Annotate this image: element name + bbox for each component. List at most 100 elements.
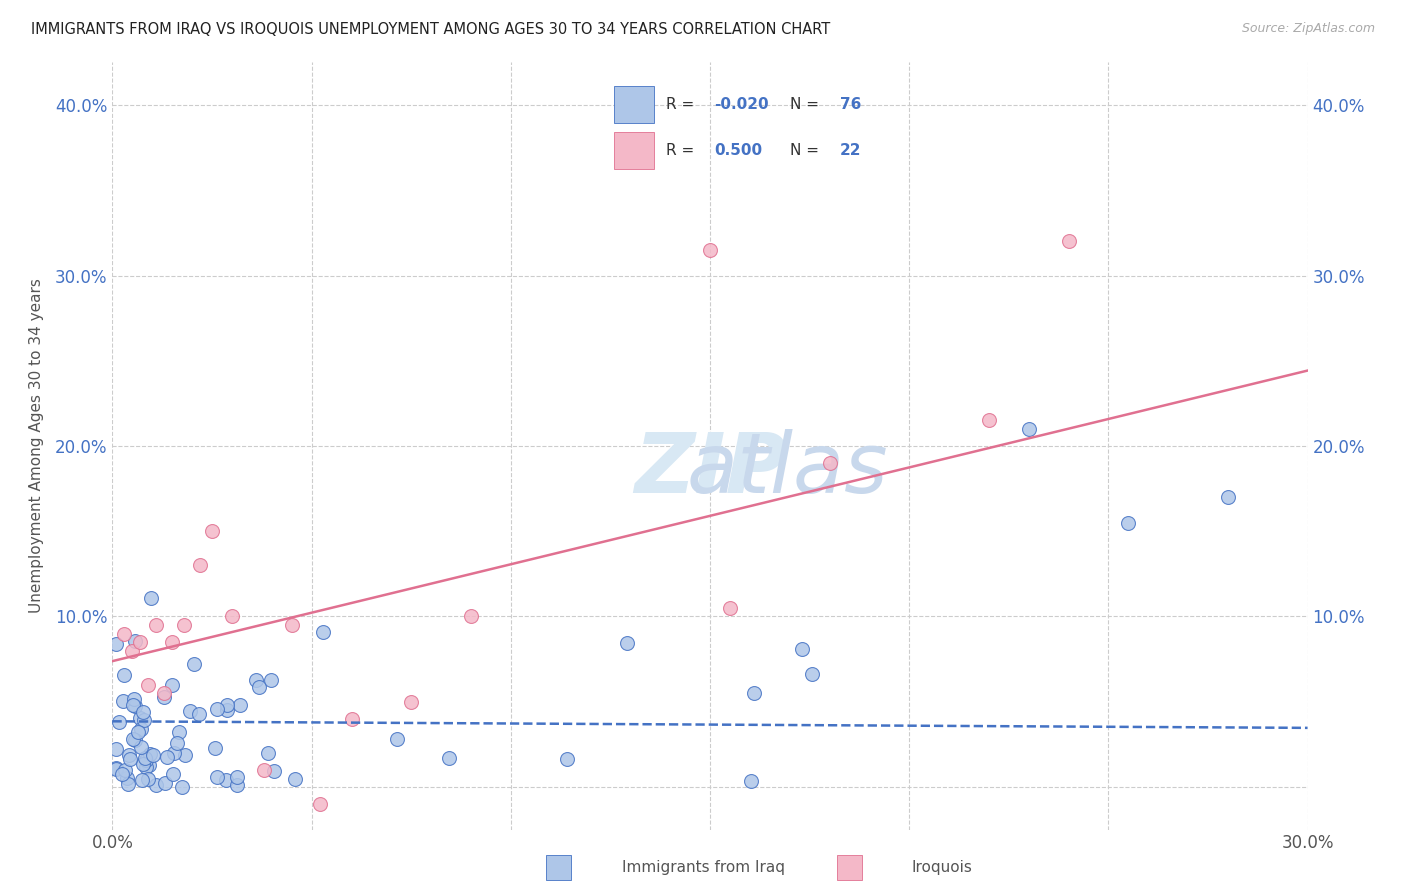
Point <box>1118 516 1140 530</box>
Point <box>173 618 195 632</box>
Point <box>152 690 174 704</box>
Text: 76: 76 <box>839 97 860 112</box>
Point <box>225 771 247 785</box>
Point <box>217 703 239 717</box>
Bar <box>546 855 571 880</box>
Point <box>312 624 335 639</box>
Point <box>183 657 205 672</box>
Point <box>173 748 195 763</box>
Point <box>122 732 145 747</box>
Point <box>245 673 267 688</box>
Text: -0.020: -0.020 <box>714 97 769 112</box>
Point <box>281 618 304 632</box>
Point <box>124 698 146 713</box>
Point <box>117 777 139 791</box>
Point <box>162 678 183 692</box>
Text: N =: N = <box>790 144 824 158</box>
Point <box>131 772 153 787</box>
Point <box>139 591 162 605</box>
Text: R =: R = <box>666 144 704 158</box>
Point <box>207 702 229 716</box>
Point <box>105 742 128 756</box>
Point <box>114 764 136 778</box>
Text: Source: ZipAtlas.com: Source: ZipAtlas.com <box>1241 22 1375 36</box>
Point <box>460 609 482 624</box>
Point <box>263 764 285 778</box>
Point <box>132 705 155 719</box>
Point <box>139 747 162 761</box>
Point <box>135 760 157 774</box>
Point <box>740 773 762 788</box>
Point <box>718 601 741 615</box>
Point <box>204 741 226 756</box>
Point <box>120 752 142 766</box>
Point <box>555 752 578 766</box>
Point <box>134 751 156 765</box>
Point <box>162 766 184 780</box>
Point <box>124 733 146 747</box>
Point <box>217 698 239 713</box>
Point <box>792 642 814 657</box>
Y-axis label: Unemployment Among Ages 30 to 34 years: Unemployment Among Ages 30 to 34 years <box>30 278 44 614</box>
Point <box>117 771 139 785</box>
Point <box>340 712 363 726</box>
Point <box>1057 235 1080 249</box>
Point <box>124 634 146 648</box>
Point <box>308 797 330 811</box>
Point <box>215 772 238 787</box>
Point <box>166 736 188 750</box>
Point <box>221 609 243 624</box>
Point <box>699 243 721 257</box>
Text: Iroquois: Iroquois <box>911 860 973 874</box>
Text: ZIP: ZIP <box>634 428 786 509</box>
Point <box>114 626 135 640</box>
Point <box>118 748 141 763</box>
Point <box>247 681 270 695</box>
Point <box>616 636 638 650</box>
Point <box>257 746 280 760</box>
Point <box>172 780 194 794</box>
Point <box>138 758 160 772</box>
Text: R =: R = <box>666 97 700 112</box>
Point <box>129 723 152 737</box>
Point <box>385 731 408 746</box>
Text: N =: N = <box>790 97 824 112</box>
Point <box>437 751 460 765</box>
Point <box>145 778 167 792</box>
Point <box>121 698 143 713</box>
Point <box>156 749 179 764</box>
Point <box>129 711 152 725</box>
Point <box>401 695 423 709</box>
Point <box>131 740 153 755</box>
Point <box>132 714 155 728</box>
Point <box>122 692 145 706</box>
Point <box>155 776 177 790</box>
Bar <box>614 87 654 123</box>
Text: 22: 22 <box>839 144 860 158</box>
Bar <box>837 855 862 880</box>
Point <box>131 757 153 772</box>
Point <box>121 643 143 657</box>
Point <box>135 752 157 766</box>
Point <box>112 668 135 682</box>
Point <box>284 772 307 787</box>
Point <box>742 686 765 700</box>
Point <box>253 763 276 777</box>
Point <box>153 686 176 700</box>
Point <box>201 524 224 539</box>
Point <box>1216 490 1239 504</box>
Point <box>977 413 1000 427</box>
Point <box>105 762 128 776</box>
Point <box>162 635 183 649</box>
Point <box>801 666 824 681</box>
Point <box>188 706 211 721</box>
Point <box>260 673 283 687</box>
Point <box>1018 422 1040 436</box>
Point <box>188 558 211 573</box>
Point <box>818 456 841 470</box>
Text: 0.500: 0.500 <box>714 144 762 158</box>
Text: IMMIGRANTS FROM IRAQ VS IROQUOIS UNEMPLOYMENT AMONG AGES 30 TO 34 YEARS CORRELAT: IMMIGRANTS FROM IRAQ VS IROQUOIS UNEMPLO… <box>31 22 830 37</box>
Point <box>138 678 160 692</box>
Point <box>112 694 135 708</box>
Point <box>105 637 128 651</box>
